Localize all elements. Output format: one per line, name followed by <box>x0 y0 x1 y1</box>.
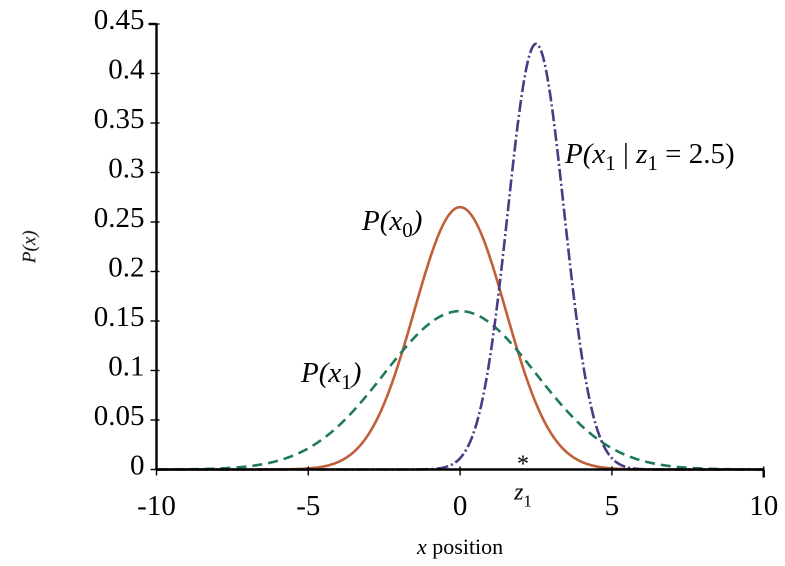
svg-text:10: 10 <box>749 490 778 522</box>
svg-text:0.25: 0.25 <box>94 202 145 234</box>
svg-text:0.1: 0.1 <box>108 351 144 383</box>
svg-text:-10: -10 <box>137 490 176 522</box>
svg-text:0.45: 0.45 <box>94 4 145 36</box>
svg-text:*: * <box>517 452 529 478</box>
svg-text:5: 5 <box>605 490 620 522</box>
svg-text:P(x): P(x) <box>19 230 40 264</box>
svg-text:0.05: 0.05 <box>94 400 145 432</box>
svg-text:0.2: 0.2 <box>108 252 144 284</box>
svg-text:0: 0 <box>453 490 468 522</box>
svg-text:0.15: 0.15 <box>94 301 145 333</box>
svg-text:0.35: 0.35 <box>94 103 145 135</box>
svg-text:0: 0 <box>130 450 145 482</box>
svg-text:x position: x position <box>416 534 503 559</box>
svg-text:0.4: 0.4 <box>108 54 145 86</box>
svg-text:P(x0): P(x0) <box>361 205 422 242</box>
svg-text:-5: -5 <box>296 490 320 522</box>
svg-text:0.3: 0.3 <box>108 153 144 185</box>
svg-text:P(x1): P(x1) <box>300 357 361 394</box>
